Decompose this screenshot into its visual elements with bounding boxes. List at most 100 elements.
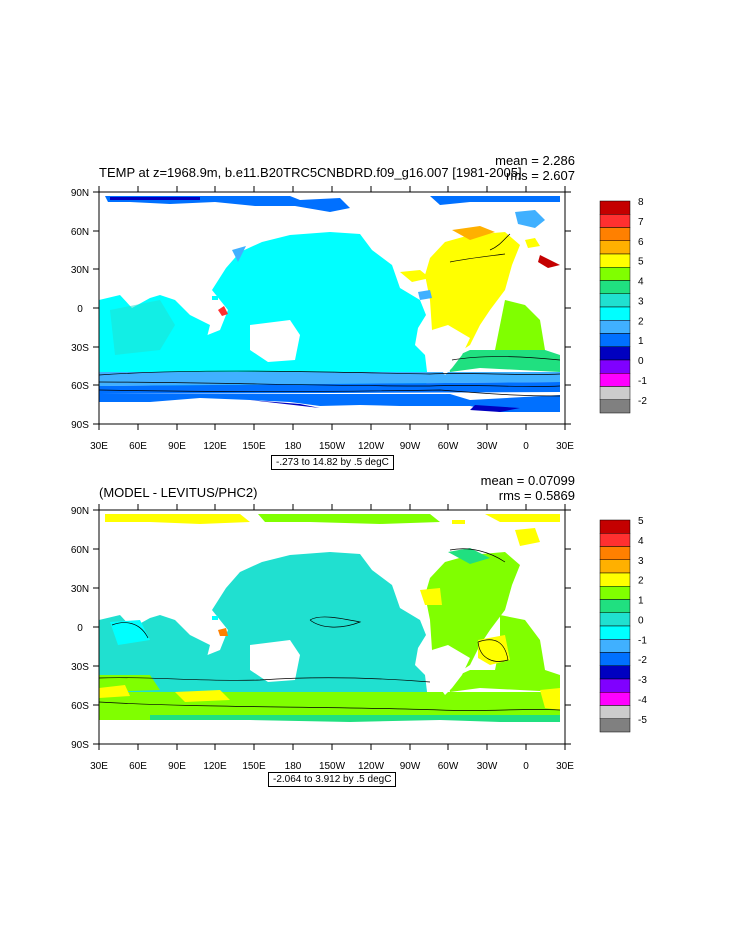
contour-range-label: -2.064 to 3.912 by .5 degC <box>268 772 397 787</box>
lat-label: 60S <box>71 381 89 392</box>
colorbar-label: 2 <box>638 316 644 327</box>
lat-label: 60S <box>71 701 89 712</box>
southern-ocean-2 <box>99 382 560 394</box>
lon-label: 150E <box>242 441 266 452</box>
lon-label: 30E <box>556 441 574 452</box>
colorbar-swatch <box>599 665 631 680</box>
lon-label: 120W <box>358 441 385 452</box>
lat-label: 30S <box>71 662 89 673</box>
red-east-spot <box>538 255 560 268</box>
colorbar-label: 3 <box>638 296 644 307</box>
colorbar-swatch <box>599 227 631 241</box>
lon-label: 150W <box>319 441 346 452</box>
colorbar-label: -5 <box>638 715 647 726</box>
pacific-west <box>232 246 246 262</box>
lon-labels: 30E 60E 90E 120E 150E 180 150W 120W 90W … <box>90 761 574 772</box>
colorbar: 8 7 6 5 4 3 2 1 0 -1 -2 <box>599 197 647 414</box>
colorbar-label: 5 <box>638 257 644 268</box>
colorbar-swatch <box>599 373 631 387</box>
colorbar-swatch <box>599 214 631 228</box>
mean-value: mean = 2.286 <box>495 153 575 168</box>
lat-ticks <box>93 509 571 745</box>
lon-label: 150E <box>242 761 266 772</box>
colorbar-swatch <box>599 399 631 414</box>
lon-label: 30E <box>90 761 108 772</box>
lon-label: 120E <box>203 761 227 772</box>
panel-title: (MODEL - LEVITUS/PHC2) <box>99 485 258 500</box>
colorbar-swatch <box>599 293 631 308</box>
southern-warm-2 <box>175 690 230 702</box>
lon-ticks <box>98 504 566 750</box>
colorbar-swatch <box>599 359 631 374</box>
colorbar-swatch <box>599 253 631 268</box>
lon-label: 120E <box>203 441 227 452</box>
ocean-field <box>99 196 560 412</box>
difference-map: 90N 60N 30N 0 30S 60S 90S 30E 60E <box>71 504 647 772</box>
lon-label: 30W <box>477 761 498 772</box>
colorbar-label: -3 <box>638 675 647 686</box>
black-sea <box>525 238 540 248</box>
colorbar-swatch <box>599 639 631 653</box>
colorbar-label: 2 <box>638 576 644 587</box>
colorbar-swatch <box>599 519 631 534</box>
lat-label: 0 <box>77 304 83 315</box>
east-atlantic <box>495 300 545 355</box>
colorbar-label: 4 <box>638 277 644 288</box>
lon-ticks <box>98 186 566 430</box>
australia-land <box>250 320 300 362</box>
australia-land <box>250 640 300 682</box>
lat-label: 90S <box>71 420 89 431</box>
ocean-field <box>99 514 560 722</box>
colorbar-swatch <box>599 267 631 281</box>
southern-ocean-1 <box>99 372 560 386</box>
rms-value: rms = 2.607 <box>505 168 575 183</box>
colorbar-label: 5 <box>638 516 644 527</box>
north-atlantic-warm <box>452 226 495 240</box>
lat-label: 30S <box>71 343 89 354</box>
colorbar-label: -1 <box>638 635 647 646</box>
caribbean <box>420 588 442 605</box>
lat-label: 60N <box>71 227 89 238</box>
colorbar-label: 3 <box>638 556 644 567</box>
antarctica-land <box>99 412 560 424</box>
land-mask <box>99 320 560 424</box>
lon-label: 0 <box>523 441 529 452</box>
arctic-ocean <box>105 514 250 524</box>
panel-title: TEMP at z=1968.9m, b.e11.B20TRC5CNBDRD.f… <box>99 165 522 180</box>
south-atlantic <box>448 350 560 372</box>
colorbar: 5 4 3 2 1 0 -1 -2 -3 -4 -5 <box>599 516 647 733</box>
lon-label: 30W <box>477 441 498 452</box>
contour-range-label: -.273 to 14.82 by .5 degC <box>271 455 394 470</box>
med-spot <box>212 296 218 300</box>
lon-label: 60E <box>129 761 147 772</box>
arctic-ocean-2 <box>258 514 440 524</box>
southern-ocean-west <box>99 715 150 720</box>
southern-warm-3 <box>540 688 560 710</box>
colorbar-swatch <box>599 559 631 574</box>
caribbean <box>400 270 430 282</box>
lon-label: 0 <box>523 761 529 772</box>
lon-label: 150W <box>319 761 346 772</box>
indian-ocean-shade <box>110 300 175 355</box>
colorbar-swatch <box>599 333 631 347</box>
arctic-small <box>452 520 465 524</box>
colorbar-label: -2 <box>638 655 647 666</box>
lon-label: 60E <box>129 441 147 452</box>
colorbar-label: -1 <box>638 376 647 387</box>
temperature-map: 90N 60N 30N 0 30S 60S 90S 30E <box>71 186 647 452</box>
lon-label: 90E <box>168 761 186 772</box>
lon-label: 30E <box>556 761 574 772</box>
colorbar-swatch <box>599 572 631 587</box>
lat-ticks <box>93 191 571 425</box>
pacific-ocean <box>150 232 428 386</box>
med-spot <box>212 616 218 620</box>
gulf-stream <box>448 548 490 564</box>
colorbar-label: 1 <box>638 596 644 607</box>
southern-west <box>99 394 150 402</box>
south-america-land <box>432 645 470 695</box>
colorbar-swatch <box>599 546 631 560</box>
colorbar-label: 0 <box>638 356 644 367</box>
south-atlantic <box>448 670 560 692</box>
greenland-sea <box>515 210 545 228</box>
rms-value: rms = 0.5869 <box>498 488 575 503</box>
